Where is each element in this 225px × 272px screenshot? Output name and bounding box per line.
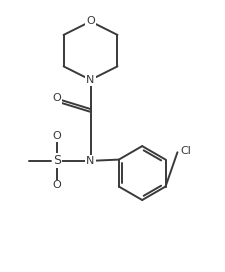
Text: O: O <box>86 16 94 26</box>
Text: O: O <box>52 93 61 103</box>
Text: S: S <box>53 154 61 167</box>
Text: N: N <box>86 75 94 85</box>
Text: Cl: Cl <box>179 146 190 156</box>
Text: O: O <box>52 131 61 141</box>
Text: O: O <box>52 180 61 190</box>
Text: N: N <box>86 156 94 166</box>
